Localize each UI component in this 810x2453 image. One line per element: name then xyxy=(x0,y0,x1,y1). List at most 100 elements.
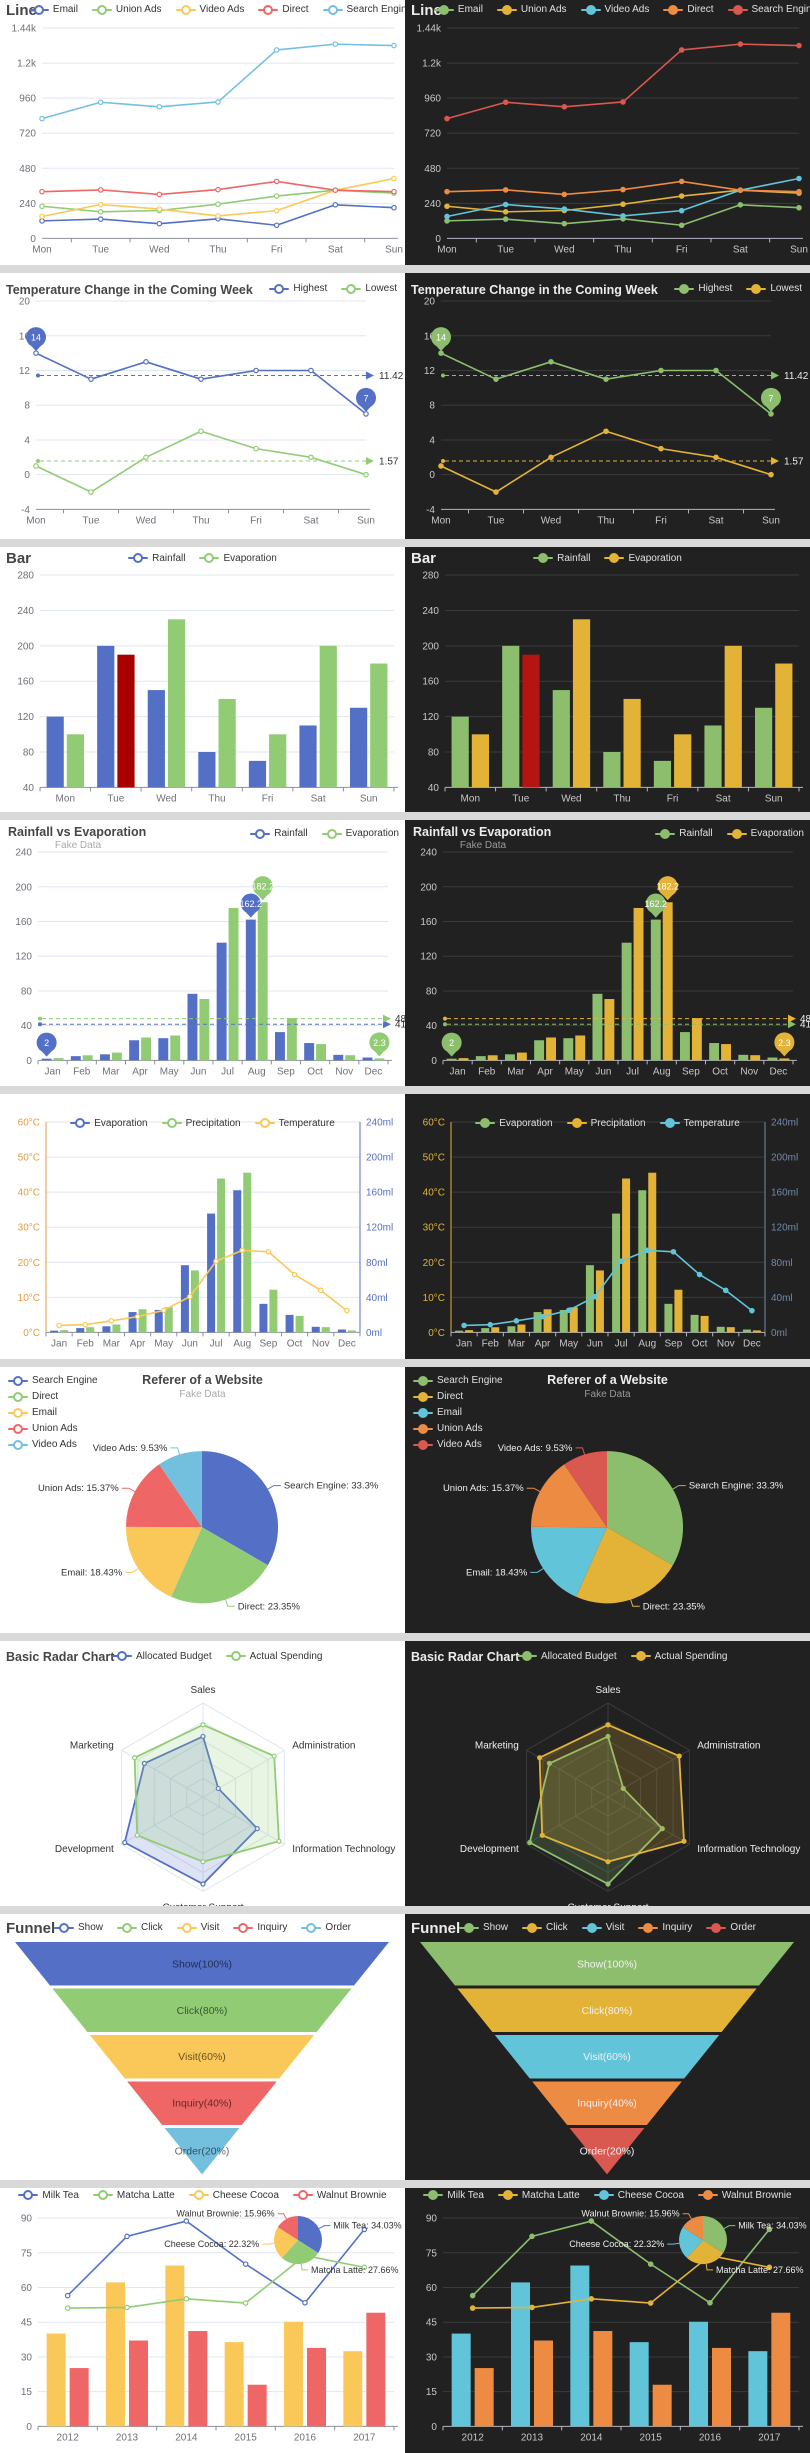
legend-item-search-engine[interactable]: Search Engine xyxy=(322,4,405,15)
bar-evaporation-sep[interactable] xyxy=(286,1018,297,1061)
bar[interactable] xyxy=(311,1326,320,1333)
bar-rainfall-aug[interactable] xyxy=(650,919,661,1061)
legend-item-video-ads[interactable]: Video Ads xyxy=(8,1439,77,1450)
bar-rainfall-jan[interactable] xyxy=(41,1058,52,1061)
bar-rainfall-feb[interactable] xyxy=(475,1056,486,1061)
bar-evaporation-mar[interactable] xyxy=(516,1052,527,1061)
bar[interactable] xyxy=(154,1309,163,1333)
bar-evaporation-jun[interactable] xyxy=(604,999,615,1061)
bar-evaporation-jun[interactable] xyxy=(199,999,210,1061)
bar-evaporation-thu[interactable] xyxy=(623,698,641,788)
bar[interactable] xyxy=(259,1303,268,1333)
bar-rainfall-sun[interactable] xyxy=(755,707,773,788)
bar-rainfall-apr[interactable] xyxy=(129,1040,140,1061)
funnel-step-order[interactable] xyxy=(164,2128,240,2175)
bar[interactable] xyxy=(243,1172,252,1333)
bar[interactable] xyxy=(69,2367,89,2426)
legend-item-email[interactable]: Email xyxy=(413,1407,462,1418)
series-line-video-ads[interactable] xyxy=(39,175,397,220)
bar[interactable] xyxy=(128,1311,137,1333)
bar-evaporation-sat[interactable] xyxy=(319,645,337,788)
bar-evaporation-nov[interactable] xyxy=(750,1055,761,1061)
bar[interactable] xyxy=(752,1330,761,1333)
funnel-step-inquiry[interactable] xyxy=(127,2081,277,2126)
funnel-step-visit[interactable] xyxy=(89,2035,315,2079)
bar-rainfall-mar[interactable] xyxy=(505,1054,515,1061)
bar[interactable] xyxy=(233,1190,242,1333)
bar-evaporation-fri[interactable] xyxy=(269,734,287,788)
bar[interactable] xyxy=(129,2340,148,2426)
pie-slice-union-ads[interactable] xyxy=(126,1464,202,1528)
bar-evaporation-sat[interactable] xyxy=(724,645,742,788)
bar[interactable] xyxy=(112,1324,121,1333)
bar[interactable] xyxy=(60,1329,69,1333)
bar-rainfall-may[interactable] xyxy=(563,1038,574,1061)
legend-item-show[interactable]: Show xyxy=(459,1922,508,1933)
pie-slice-email[interactable] xyxy=(530,1527,607,1597)
bar[interactable] xyxy=(321,1326,330,1333)
legend-item-direct[interactable]: Direct xyxy=(663,4,714,15)
series-line-milk-tea[interactable] xyxy=(64,2217,368,2306)
legend-item-highest[interactable]: Highest xyxy=(674,283,732,294)
series-line-temperature[interactable] xyxy=(461,1247,755,1328)
bar-evaporation-nov[interactable] xyxy=(345,1055,356,1061)
legend-item-rainfall[interactable]: Rainfall xyxy=(655,828,713,839)
legend-item-evaporation[interactable]: Evaporation xyxy=(199,553,277,564)
bar-rainfall-fri[interactable] xyxy=(653,760,672,788)
legend-item-matcha-latte[interactable]: Matcha Latte xyxy=(92,2190,175,2201)
bar-rainfall-jul[interactable] xyxy=(216,943,227,1061)
bar[interactable] xyxy=(638,1190,647,1333)
bar-rainfall-jun[interactable] xyxy=(592,994,603,1061)
bar-evaporation-jul[interactable] xyxy=(228,908,239,1061)
legend-item-video-ads[interactable]: Video Ads xyxy=(413,1439,482,1450)
legend-item-video-ads[interactable]: Video Ads xyxy=(175,4,244,15)
legend-item-search-engine[interactable]: Search Engine xyxy=(8,1375,98,1386)
legend-item-union-ads[interactable]: Union Ads xyxy=(8,1423,78,1434)
bar[interactable] xyxy=(224,2341,244,2426)
legend-item-rainfall[interactable]: Rainfall xyxy=(250,828,308,839)
bar-rainfall-feb[interactable] xyxy=(70,1056,81,1061)
bar[interactable] xyxy=(337,1329,346,1333)
legend-item-evaporation[interactable]: Evaporation xyxy=(604,553,682,564)
bar[interactable] xyxy=(543,1309,552,1333)
bar-evaporation-dec[interactable] xyxy=(779,1058,790,1061)
bar[interactable] xyxy=(534,2340,553,2426)
bar[interactable] xyxy=(217,1178,226,1333)
bar[interactable] xyxy=(726,1326,735,1333)
pie-slice-milk-tea[interactable] xyxy=(298,2215,322,2253)
legend-item-order[interactable]: Order xyxy=(301,1922,351,1933)
bar[interactable] xyxy=(46,2333,66,2426)
pie-slice-direct[interactable] xyxy=(171,1527,268,1604)
bar-rainfall-sat[interactable] xyxy=(299,725,317,788)
bar[interactable] xyxy=(748,2350,768,2426)
bar-evaporation-sep[interactable] xyxy=(691,1018,702,1061)
bar[interactable] xyxy=(285,1314,294,1333)
bar-rainfall-sep[interactable] xyxy=(680,1032,690,1061)
pie-slice-matcha-latte[interactable] xyxy=(686,2239,724,2264)
bar[interactable] xyxy=(164,1307,173,1333)
bar-rainfall-mon[interactable] xyxy=(451,716,469,788)
legend-item-actual-spending[interactable]: Actual Spending xyxy=(225,1651,322,1662)
bar[interactable] xyxy=(559,1309,568,1333)
bar[interactable] xyxy=(742,1329,751,1333)
legend-item-highest[interactable]: Highest xyxy=(269,283,327,294)
bar-rainfall-sat[interactable] xyxy=(704,725,722,788)
bar-evaporation-thu[interactable] xyxy=(218,698,236,788)
bar-rainfall-may[interactable] xyxy=(158,1038,169,1061)
legend-item-cheese-cocoa[interactable]: Cheese Cocoa xyxy=(188,2190,279,2201)
bar[interactable] xyxy=(622,1178,631,1333)
bar[interactable] xyxy=(165,2265,185,2426)
legend-item-search-engine[interactable]: Search Engine xyxy=(413,1375,503,1386)
bar-rainfall-apr[interactable] xyxy=(534,1040,545,1061)
bar[interactable] xyxy=(652,2384,672,2426)
bar-rainfall-wed[interactable] xyxy=(147,689,165,788)
series-line-highest[interactable] xyxy=(438,350,774,418)
bar[interactable] xyxy=(284,2321,303,2426)
funnel-step-click[interactable] xyxy=(457,1988,757,2033)
pie-slice-search-engine[interactable] xyxy=(607,1451,684,1566)
bar-rainfall-nov[interactable] xyxy=(333,1055,344,1061)
bar[interactable] xyxy=(771,2312,791,2426)
bar-rainfall-jul[interactable] xyxy=(621,943,632,1061)
bar-rainfall-dec[interactable] xyxy=(362,1057,373,1061)
bar[interactable] xyxy=(629,2341,649,2426)
